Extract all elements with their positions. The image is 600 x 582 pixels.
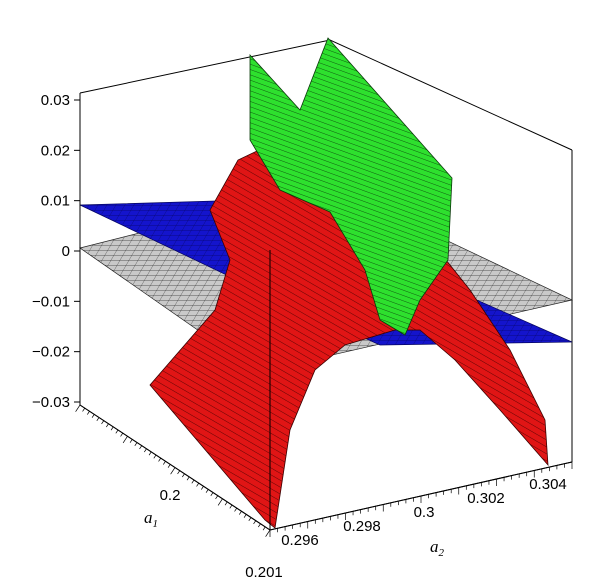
red-surface xyxy=(149,139,549,529)
a1-tick-mark xyxy=(153,454,157,459)
a1-tick-mark xyxy=(170,467,176,475)
a1-tick-mark xyxy=(186,476,190,481)
a2-tick-label: 0.304 xyxy=(529,476,567,493)
a1-tick-mark xyxy=(265,529,271,537)
a1-tick-mark xyxy=(91,414,95,418)
a1-tick-mark xyxy=(234,507,238,512)
a1-tick-mark xyxy=(239,511,242,515)
a1-tick-mark xyxy=(101,420,105,425)
a1-axis-title: a1 xyxy=(144,508,158,530)
a1-tick-mark xyxy=(122,436,128,444)
a1-tick-mark xyxy=(106,423,109,428)
a1-tick-mark xyxy=(215,495,219,500)
a1-tick-mark xyxy=(248,517,252,522)
a2-axis: 0.296 0.298 0.3 0.302 0.304 a2 xyxy=(269,461,573,559)
a1-tick-mark xyxy=(205,489,209,493)
a1-tick-mark xyxy=(139,445,143,450)
a1-tick-label: 0.2 xyxy=(160,487,181,504)
a1-tick-mark xyxy=(163,461,166,465)
a1-tick-mark xyxy=(253,520,257,525)
a2-tick-label: 0.296 xyxy=(281,532,319,549)
a2-tick-label: 0.302 xyxy=(467,490,505,507)
a1-tick-mark xyxy=(229,504,233,509)
a1-tick-mark xyxy=(167,464,171,468)
z-tick-label: −0.02 xyxy=(32,344,70,361)
z-axis: 0.03 0.02 0.01 0 −0.01 −0.02 −0.03 xyxy=(32,92,81,411)
a1-axis: 0.2 0.201 a1 xyxy=(75,404,283,581)
z-tick-label: −0.01 xyxy=(32,293,70,310)
a1-tick-mark xyxy=(115,429,119,434)
a1-tick-mark xyxy=(148,451,152,456)
a1-tick-mark xyxy=(82,407,86,412)
green-surface xyxy=(249,37,453,336)
z-tick-label: 0 xyxy=(62,243,70,260)
z-tick-label: 0.01 xyxy=(41,193,70,210)
a1-tick-mark xyxy=(191,479,195,484)
a1-tick-mark xyxy=(201,486,204,490)
a1-tick-mark xyxy=(110,426,114,431)
a1-tick-mark xyxy=(182,473,185,478)
a1-tick-mark xyxy=(120,432,124,437)
a1-tick-mark xyxy=(158,457,162,462)
a1-tick-mark xyxy=(224,501,228,506)
z-tick-label: 0.02 xyxy=(41,142,70,159)
a1-tick-mark xyxy=(87,411,90,415)
a1-tick-mark xyxy=(129,439,133,443)
a2-tick-label: 0.298 xyxy=(343,518,381,535)
a1-tick-mark xyxy=(196,482,200,487)
a1-tick-mark xyxy=(75,404,81,412)
a2-axis-title: a2 xyxy=(430,537,445,559)
a1-tick-mark xyxy=(258,523,261,528)
a1-tick-mark xyxy=(134,442,138,447)
a1-tick-mark xyxy=(217,498,223,506)
a2-tick-label: 0.3 xyxy=(414,504,435,521)
a1-tick-mark xyxy=(243,514,247,518)
a1-tick-mark xyxy=(177,470,181,475)
a1-tick-label: 0.201 xyxy=(245,564,283,581)
z-tick-label: −0.03 xyxy=(32,394,70,411)
a1-tick-mark xyxy=(96,417,100,422)
z-tick-label: 0.03 xyxy=(41,92,70,109)
a1-tick-mark xyxy=(144,448,147,453)
a1-tick-mark xyxy=(210,492,214,497)
a1-tick-mark xyxy=(262,526,266,531)
